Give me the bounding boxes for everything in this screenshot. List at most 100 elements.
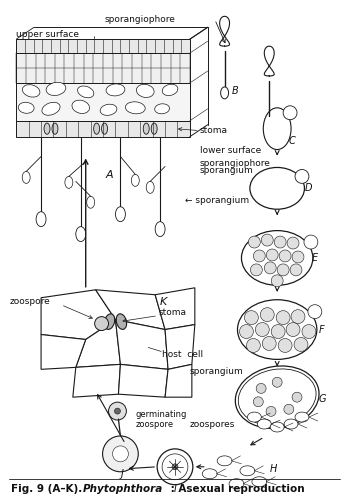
Ellipse shape [36, 212, 46, 226]
Ellipse shape [102, 123, 107, 134]
Text: E: E [312, 253, 318, 263]
Circle shape [290, 264, 302, 276]
Ellipse shape [125, 102, 145, 114]
Circle shape [157, 449, 193, 484]
Circle shape [264, 262, 276, 274]
Text: lower surface: lower surface [200, 146, 261, 155]
Text: I: I [173, 484, 177, 494]
Ellipse shape [238, 300, 317, 360]
Ellipse shape [52, 123, 58, 134]
Text: ← sporangium: ← sporangium [185, 196, 249, 205]
Circle shape [291, 310, 305, 324]
Circle shape [253, 250, 265, 262]
Text: G: G [319, 394, 326, 404]
Polygon shape [96, 290, 165, 330]
Bar [16, 53, 190, 83]
Ellipse shape [221, 87, 229, 99]
Ellipse shape [250, 168, 304, 209]
Text: germinating: germinating [135, 410, 187, 418]
Circle shape [114, 408, 120, 414]
Ellipse shape [284, 419, 298, 429]
Circle shape [255, 322, 269, 336]
Text: sporangium: sporangium [190, 367, 244, 376]
Text: sporangiophore: sporangiophore [200, 159, 271, 168]
Ellipse shape [77, 86, 94, 98]
Circle shape [262, 336, 276, 350]
Circle shape [271, 275, 283, 287]
Circle shape [162, 454, 188, 479]
Ellipse shape [87, 196, 95, 208]
Text: upper surface: upper surface [16, 30, 79, 38]
Bar [16, 120, 190, 136]
Text: A: A [105, 170, 113, 180]
Ellipse shape [151, 123, 157, 134]
Ellipse shape [65, 176, 73, 188]
Circle shape [277, 264, 289, 276]
Text: K: K [160, 296, 168, 306]
Circle shape [271, 324, 285, 338]
Circle shape [95, 316, 109, 330]
Circle shape [253, 397, 263, 407]
Ellipse shape [155, 104, 170, 114]
Circle shape [103, 436, 138, 472]
Circle shape [287, 237, 299, 249]
Polygon shape [116, 320, 168, 370]
Ellipse shape [235, 366, 319, 428]
Circle shape [256, 384, 266, 394]
Circle shape [244, 310, 258, 324]
Ellipse shape [162, 84, 178, 96]
Ellipse shape [104, 314, 115, 330]
Ellipse shape [263, 108, 291, 150]
Circle shape [278, 338, 292, 352]
Ellipse shape [136, 84, 154, 98]
Ellipse shape [217, 456, 232, 466]
Circle shape [274, 236, 286, 248]
Text: stoma: stoma [158, 308, 186, 317]
Ellipse shape [22, 172, 30, 183]
Circle shape [292, 251, 304, 263]
Text: sporangium: sporangium [200, 166, 253, 175]
Circle shape [294, 338, 308, 351]
Circle shape [266, 406, 276, 416]
Polygon shape [155, 288, 195, 330]
Circle shape [266, 249, 278, 261]
Ellipse shape [143, 123, 149, 134]
Circle shape [308, 304, 322, 318]
Circle shape [295, 170, 309, 183]
Circle shape [276, 310, 290, 324]
Ellipse shape [94, 123, 99, 134]
Text: sporangiophore: sporangiophore [105, 15, 176, 24]
Ellipse shape [106, 84, 125, 96]
Text: Fig. 9 (A–K).: Fig. 9 (A–K). [11, 484, 86, 494]
Ellipse shape [76, 226, 86, 242]
Bar [16, 83, 190, 120]
Ellipse shape [116, 206, 125, 222]
Bar [16, 39, 190, 53]
Circle shape [109, 402, 126, 420]
Text: H: H [269, 464, 277, 474]
Ellipse shape [202, 469, 217, 478]
Ellipse shape [240, 466, 255, 475]
Circle shape [246, 338, 260, 352]
Ellipse shape [146, 182, 154, 194]
Ellipse shape [18, 102, 34, 114]
Circle shape [286, 322, 300, 336]
Circle shape [279, 250, 291, 262]
Text: D: D [305, 184, 312, 194]
Ellipse shape [229, 478, 244, 488]
Ellipse shape [238, 369, 316, 426]
Circle shape [112, 446, 128, 462]
Ellipse shape [295, 412, 309, 422]
Text: F: F [319, 324, 325, 334]
Text: : Asexual reproduction: : Asexual reproduction [167, 484, 305, 494]
Ellipse shape [100, 104, 117, 116]
Circle shape [284, 404, 294, 414]
Circle shape [304, 235, 318, 249]
Ellipse shape [257, 419, 271, 429]
Polygon shape [41, 334, 86, 370]
Ellipse shape [252, 476, 267, 486]
Polygon shape [76, 320, 120, 368]
Ellipse shape [270, 422, 284, 432]
Ellipse shape [72, 100, 90, 114]
Circle shape [261, 234, 273, 246]
